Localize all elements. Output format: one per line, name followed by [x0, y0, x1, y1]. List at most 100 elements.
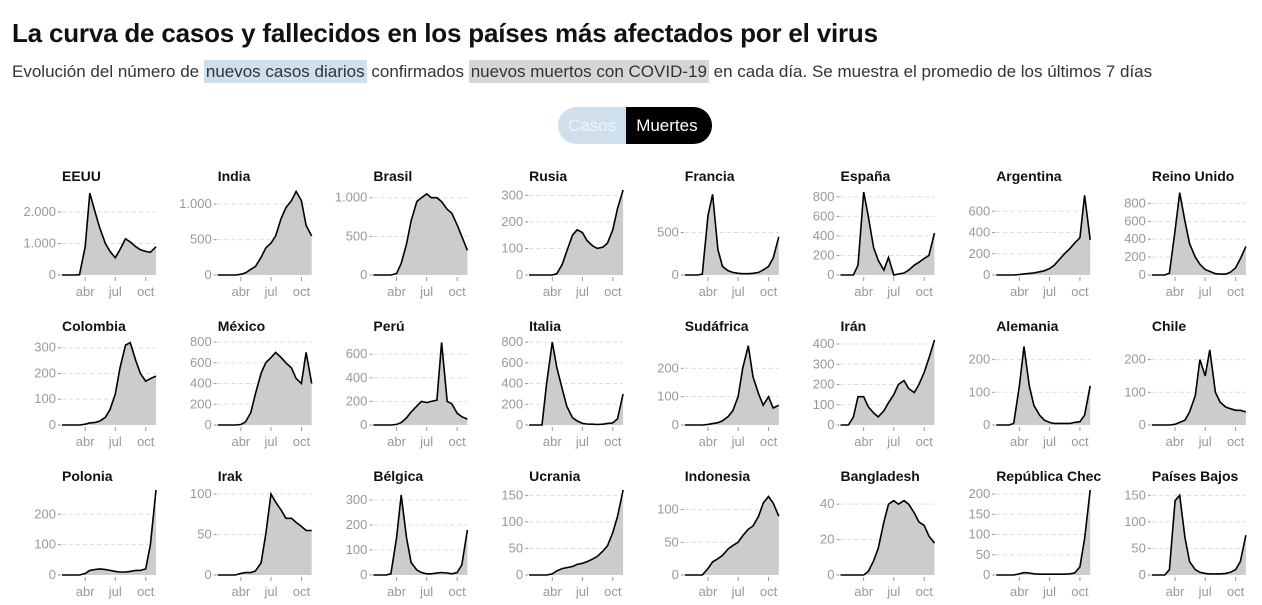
y-tick-label: 200: [501, 396, 523, 411]
x-tick-label: jul: [886, 434, 900, 449]
x-tick-label: oct: [1071, 434, 1089, 449]
x-tick-label: oct: [604, 434, 622, 449]
y-tick-label: 200: [968, 352, 990, 367]
x-tick-label: oct: [448, 284, 466, 299]
y-tick-label: 300: [34, 340, 56, 355]
y-tick-label: 100: [1124, 384, 1146, 399]
x-tick-label: abr: [1166, 284, 1185, 299]
panel-title: España: [841, 168, 891, 184]
x-tick-label: oct: [916, 584, 934, 599]
x-tick-label: jul: [1042, 584, 1056, 599]
y-tick-label: 0: [360, 267, 367, 282]
panel-title: Colombia: [62, 318, 126, 334]
y-tick-label: 400: [346, 370, 368, 385]
y-tick-label: 1.000: [23, 236, 56, 251]
toggle-deaths-button[interactable]: Muertes: [626, 107, 712, 144]
y-tick-label: 100: [813, 397, 835, 412]
panel-title: Irak: [218, 468, 243, 484]
x-tick-label: abr: [854, 284, 873, 299]
y-tick-label: 50: [1131, 540, 1145, 555]
x-tick-label: oct: [1227, 434, 1245, 449]
area-fill: [217, 494, 312, 575]
panel-españa: España 0 200 400 600 800 abr jul oct: [813, 168, 936, 299]
x-tick-label: abr: [1010, 434, 1029, 449]
x-tick-label: oct: [448, 434, 466, 449]
x-tick-label: jul: [419, 434, 433, 449]
panel-alemania: Alemania 0 100 200 abr jul oct: [968, 318, 1091, 449]
area-fill: [684, 345, 779, 425]
panel-title: Bangladesh: [841, 468, 920, 484]
y-tick-label: 100: [968, 527, 990, 542]
y-tick-label: 40: [820, 496, 834, 511]
page-title: La curva de casos y fallecidos en los pa…: [12, 18, 878, 48]
y-tick-label: 400: [501, 376, 523, 391]
y-tick-label: 500: [657, 225, 679, 240]
series-line: [1151, 349, 1247, 426]
series-line: [529, 189, 624, 276]
x-tick-label: oct: [293, 434, 311, 449]
panel-title: Irán: [841, 318, 867, 334]
x-tick-label: jul: [263, 434, 277, 449]
y-tick-label: 0: [983, 267, 990, 282]
y-tick-label: 800: [501, 334, 523, 349]
x-tick-label: jul: [1198, 584, 1212, 599]
y-tick-label: 0: [1139, 567, 1146, 582]
y-tick-label: 0: [49, 567, 56, 582]
x-tick-label: abr: [543, 584, 562, 599]
series-line: [996, 195, 1091, 276]
x-tick-label: oct: [760, 434, 778, 449]
area-fill: [62, 490, 156, 575]
y-tick-label: 0: [672, 567, 679, 582]
y-tick-label: 200: [813, 377, 835, 392]
x-tick-label: oct: [137, 584, 155, 599]
panel-title: Francia: [685, 168, 735, 184]
y-tick-label: 150: [1124, 487, 1146, 502]
x-tick-label: oct: [604, 584, 622, 599]
panel-italia: Italia 0 200 400 600 800 abr jul oct: [501, 318, 624, 449]
x-tick-label: abr: [231, 284, 250, 299]
panel-perú: Perú 0 200 400 600 abr jul oct: [346, 318, 468, 449]
x-tick-label: abr: [543, 434, 562, 449]
y-tick-label: 600: [1124, 213, 1146, 228]
y-tick-label: 50: [976, 547, 990, 562]
panel-title: Reino Unido: [1152, 168, 1234, 184]
y-tick-label: 100: [657, 502, 679, 517]
y-tick-label: 100: [34, 391, 56, 406]
y-tick-label: 200: [1124, 249, 1146, 264]
x-tick-label: abr: [699, 284, 718, 299]
y-tick-label: 600: [968, 203, 990, 218]
area-fill: [529, 342, 624, 425]
x-tick-label: oct: [916, 284, 934, 299]
x-tick-label: abr: [543, 284, 562, 299]
toggle-cases-button[interactable]: Casos: [558, 107, 627, 144]
x-tick-label: oct: [760, 284, 778, 299]
panel-república-chec: República Chec 0 50 100 150 200 abr jul oct: [968, 468, 1101, 599]
subtitle-post: en cada día. Se muestra el promedio de l…: [713, 62, 1153, 81]
x-tick-label: oct: [1071, 284, 1089, 299]
panel-title: Rusia: [529, 168, 567, 184]
panel-india: India 0 500 1.000 abr jul oct: [179, 168, 313, 299]
y-tick-label: 200: [34, 365, 56, 380]
series-line: [840, 339, 936, 426]
x-tick-label: oct: [1071, 584, 1089, 599]
x-tick-label: oct: [604, 284, 622, 299]
y-tick-label: 100: [190, 486, 212, 501]
panel-países-bajos: Países Bajos 0 50 100 150 abr jul oct: [1124, 468, 1247, 599]
area-fill: [62, 342, 156, 425]
x-tick-label: abr: [854, 434, 873, 449]
series-line: [996, 346, 1091, 426]
panel-polonia: Polonia 0 100 200 abr jul oct: [34, 468, 157, 599]
panel-irak: Irak 0 50 100 abr jul oct: [190, 468, 312, 599]
x-tick-label: oct: [916, 434, 934, 449]
x-tick-label: oct: [1227, 284, 1245, 299]
y-tick-label: 200: [813, 247, 835, 262]
x-tick-label: jul: [419, 284, 433, 299]
panel-title: Bélgica: [373, 468, 423, 484]
series-line: [373, 342, 468, 426]
y-tick-label: 100: [501, 240, 523, 255]
area-fill: [840, 500, 935, 575]
x-tick-label: oct: [760, 584, 778, 599]
x-tick-label: oct: [1227, 584, 1245, 599]
x-tick-label: abr: [231, 584, 250, 599]
